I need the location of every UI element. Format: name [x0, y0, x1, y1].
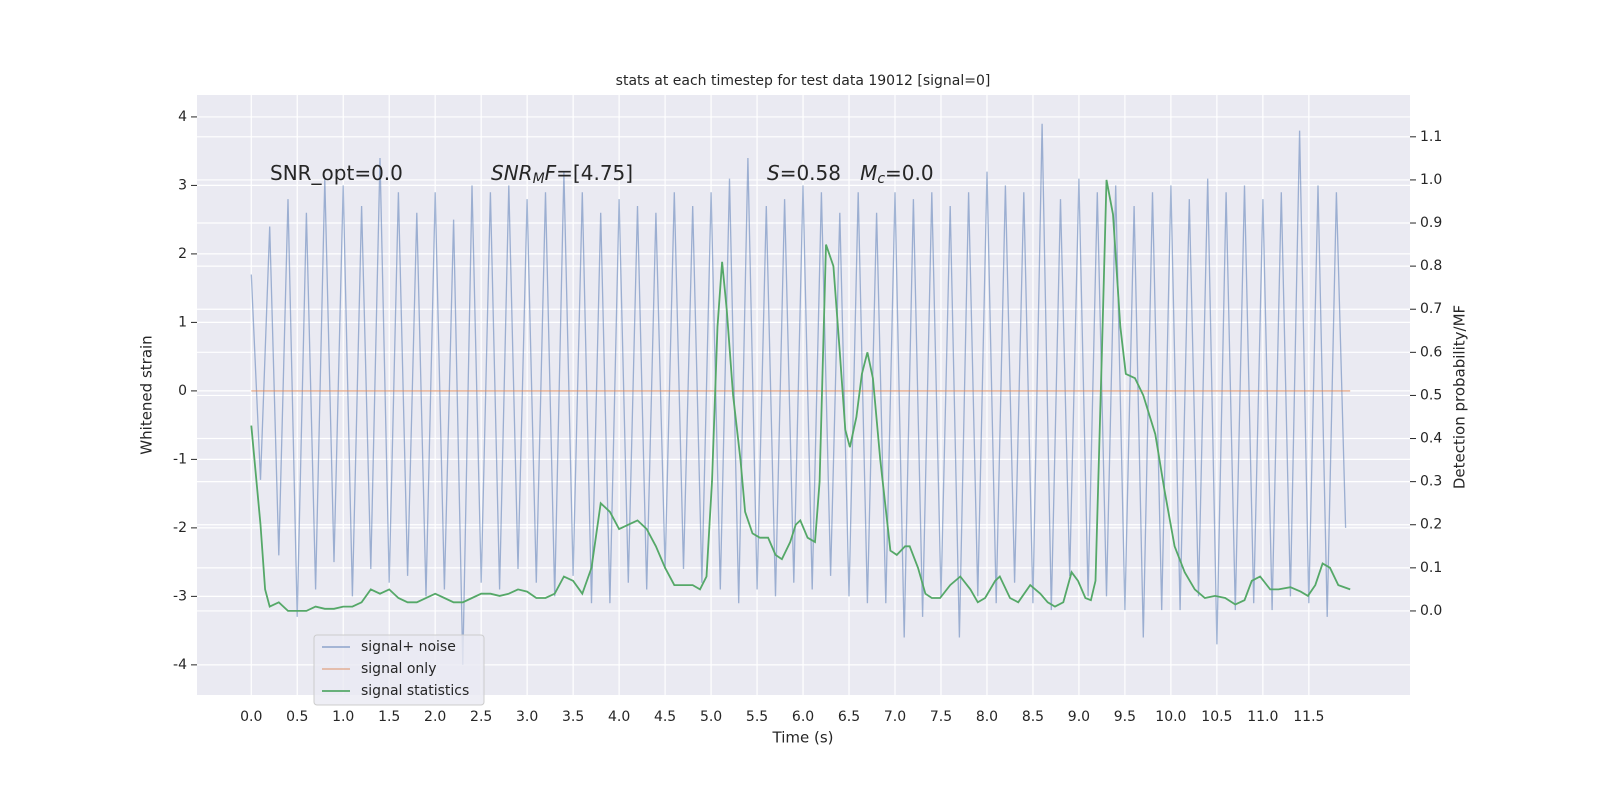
x-tick-label: 10.5 — [1201, 709, 1232, 725]
x-tick-label: 9.0 — [1068, 709, 1090, 725]
y-tick-label: 2 — [178, 246, 187, 262]
x-tick-label: 6.0 — [792, 709, 814, 725]
annotation-part: =[4.75] — [556, 161, 633, 185]
x-tick-label: 8.0 — [976, 709, 998, 725]
annotation-part: SNR — [491, 161, 533, 185]
legend: signal+ noise signal only signal statistic… — [313, 634, 485, 706]
y-tick-label: -4 — [173, 657, 187, 673]
series-line — [250, 179, 1351, 612]
chart-title: stats at each timestep for test data 190… — [616, 73, 991, 89]
y-axis-label: Whitened strain — [138, 335, 156, 454]
y2-axis-label: Detection probability/MF — [1451, 305, 1469, 489]
y2-tick-label: 0.9 — [1420, 215, 1442, 231]
x-axis-label: Time (s) — [772, 729, 834, 747]
x-tick-label: 0.0 — [240, 709, 262, 725]
y2-tick-label: 0.2 — [1420, 517, 1442, 533]
y2-tick-label: 0.3 — [1420, 474, 1442, 490]
annotation-part: M — [860, 161, 877, 185]
y-tick-label: -1 — [173, 451, 187, 467]
annotation: SNRMF=[4.75] — [491, 161, 633, 188]
x-tick-label: 4.0 — [608, 709, 630, 725]
y2-tick-label: 0.5 — [1420, 387, 1442, 403]
x-tick-label: 7.0 — [884, 709, 906, 725]
annotation: SNR_opt=0.0 — [270, 161, 403, 185]
x-tick-label: 5.5 — [746, 709, 768, 725]
annotation-part: F — [545, 161, 557, 185]
x-tick-label: 4.5 — [654, 709, 676, 725]
x-tick-label: 3.5 — [562, 709, 584, 725]
annotation-part: c — [877, 171, 885, 187]
annotation-part: =0.0 — [885, 161, 934, 185]
y-tick-label: -3 — [173, 588, 187, 604]
x-tick-label: 2.0 — [424, 709, 446, 725]
annotation-part: SNR_opt=0.0 — [270, 161, 403, 185]
annotation-part: =0.58 — [780, 161, 860, 185]
y2-tick-label: 0.6 — [1420, 344, 1442, 360]
legend-box — [313, 634, 485, 706]
labels: 0.0 0.5 1.0 1.5 2.0 2.5 3.0 3.5 4.0 4.5 5.0 5.5 6.0 6… — [173, 109, 1442, 725]
y-tick-label: 3 — [178, 177, 187, 193]
x-tick-label: 11.5 — [1293, 709, 1324, 725]
legend-label: signal+ noise — [361, 639, 456, 655]
annotation-part: S — [767, 161, 780, 185]
y2-tick-label: 1.0 — [1420, 172, 1442, 188]
x-tick-label: 11.0 — [1247, 709, 1278, 725]
y2-tick-label: 0.4 — [1420, 431, 1442, 447]
legend-label: signal only — [361, 661, 436, 677]
y-tick-label: 4 — [178, 109, 187, 125]
legend-label: signal statistics — [361, 683, 469, 699]
y-tick-label: 0 — [178, 383, 187, 399]
x-tick-label: 1.0 — [332, 709, 354, 725]
series-line — [250, 123, 1347, 665]
x-tick-label: 5.0 — [700, 709, 722, 725]
y2-tick-label: 1.1 — [1420, 129, 1442, 145]
y2-tick-label: 0.8 — [1420, 258, 1442, 274]
x-tick-label: 7.5 — [930, 709, 952, 725]
y-tick-label: -2 — [173, 520, 187, 536]
x-tick-label: 0.5 — [286, 709, 308, 725]
x-tick-label: 10.0 — [1155, 709, 1186, 725]
marks — [250, 123, 1351, 665]
x-tick-label: 2.5 — [470, 709, 492, 725]
x-tick-label: 1.5 — [378, 709, 400, 725]
x-tick-label: 6.5 — [838, 709, 860, 725]
x-tick-label: 8.5 — [1022, 709, 1044, 725]
x-tick-label: 3.0 — [516, 709, 538, 725]
y-tick-label: 1 — [178, 314, 187, 330]
y2-tick-label: 0.7 — [1420, 301, 1442, 317]
annotation: S=0.58 Mc=0.0 — [767, 161, 934, 188]
x-tick-label: 9.5 — [1114, 709, 1136, 725]
y2-tick-label: 0.1 — [1420, 560, 1442, 576]
y2-tick-label: 0.0 — [1420, 603, 1442, 619]
annotation-part: M — [533, 171, 545, 187]
